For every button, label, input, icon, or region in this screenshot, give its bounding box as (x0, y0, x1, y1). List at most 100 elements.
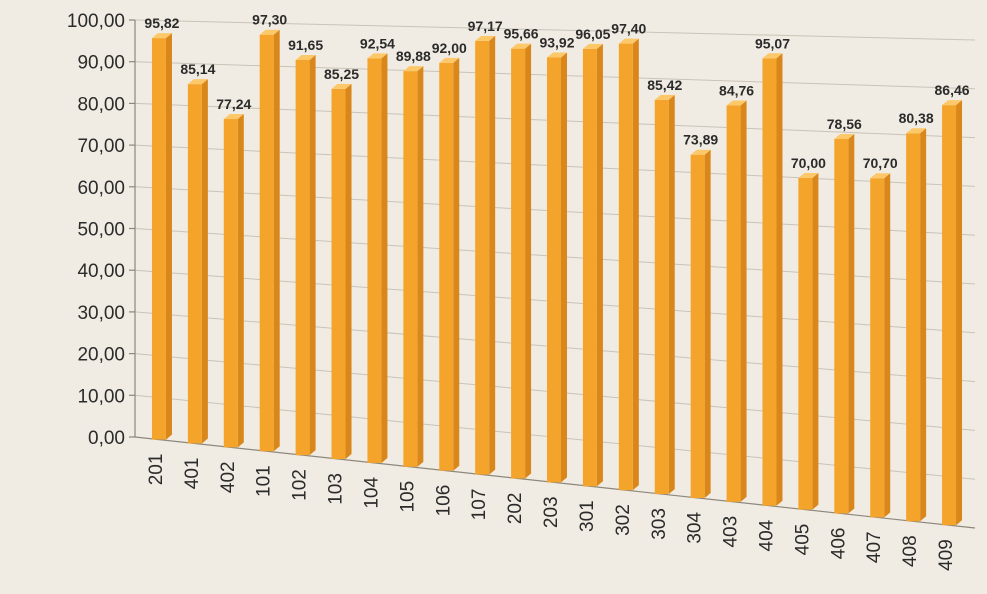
bar-front (223, 119, 238, 448)
bar-front (439, 62, 454, 471)
x-tick-label: 301 (577, 500, 598, 532)
bar-top (331, 83, 352, 89)
x-tick-label: 404 (756, 519, 777, 551)
bar-side (704, 149, 711, 498)
bar (187, 79, 208, 444)
y-tick-label: 60,00 (77, 178, 125, 199)
bar-side (237, 114, 244, 448)
bar-top (547, 52, 567, 58)
y-tick-label: 20,00 (77, 345, 125, 366)
gridline (134, 19, 976, 41)
data-label: 80,38 (899, 110, 934, 126)
bar-front (295, 59, 310, 456)
data-label: 70,00 (791, 155, 826, 171)
data-label: 97,30 (252, 12, 287, 28)
data-label: 73,89 (683, 132, 718, 148)
bar (367, 53, 388, 463)
bar-front (942, 105, 957, 526)
data-label: 92,54 (360, 35, 395, 51)
x-tick-label: 105 (397, 481, 418, 513)
data-label: 93,92 (539, 34, 574, 50)
bar-side (273, 29, 280, 452)
bar-front (367, 58, 382, 463)
bar-front (151, 38, 166, 440)
data-label: 92,00 (432, 40, 467, 56)
y-axis-labels: 0,00 10,00 20,00 30,00 40,00 50,00 60,00 70,00 8… (67, 11, 125, 449)
data-label: 85,25 (324, 66, 359, 82)
bar (798, 173, 819, 510)
bar-side (596, 43, 603, 487)
bar-side (884, 173, 891, 518)
bar-top (439, 57, 460, 63)
x-tick-label: 103 (326, 473, 347, 505)
data-label: 78,56 (827, 116, 862, 132)
bar-side (920, 128, 927, 522)
bar-side (740, 100, 747, 502)
bar (403, 66, 424, 467)
bar-side (417, 66, 424, 467)
bar (223, 114, 244, 448)
y-tick-label: 10,00 (77, 386, 125, 407)
data-label: 95,07 (755, 35, 790, 51)
bar-top (834, 134, 855, 140)
y-tick-label: 50,00 (77, 220, 125, 241)
bar-side (489, 35, 496, 475)
y-tick-label: 40,00 (77, 261, 125, 282)
bar (654, 94, 675, 495)
y-tick-label: 70,00 (77, 136, 125, 157)
bar-front (690, 154, 705, 498)
bar-top (906, 128, 927, 134)
x-tick-label: 405 (792, 524, 813, 556)
bar-front (403, 71, 418, 467)
x-axis-labels: 201 401 402 101 102 103 104 105 106 107 202 203 301 3… (146, 454, 957, 571)
bar (259, 29, 280, 452)
x-tick-label: 403 (721, 516, 742, 548)
data-label: 97,40 (611, 21, 646, 37)
data-labels-layer: 95,82 85,14 77,24 97,3091,6585,2592,5489,88… (144, 12, 969, 172)
data-label: 96,05 (575, 26, 610, 42)
bar-top (582, 43, 603, 49)
data-label: 85,42 (647, 77, 682, 93)
bar-front (798, 178, 813, 510)
y-tick-label: 90,00 (77, 53, 125, 74)
x-tick-label: 104 (361, 477, 382, 509)
y-tick-label: 100,00 (67, 11, 125, 32)
x-tick-label: 304 (685, 512, 706, 544)
bar-front (870, 178, 885, 518)
bar (618, 38, 639, 491)
x-tick-label: 107 (469, 489, 490, 521)
bar (726, 100, 747, 502)
bar-side (812, 173, 819, 510)
bar-front (547, 57, 561, 483)
bar (942, 100, 963, 526)
bar-top (511, 43, 532, 49)
bar-side (561, 52, 567, 483)
bar-front (259, 34, 274, 452)
bar-front (726, 105, 741, 502)
bar-side (632, 38, 639, 491)
bar (906, 128, 927, 522)
bar-front (762, 58, 777, 506)
x-tick-label: 406 (828, 528, 849, 560)
x-tick-label: 407 (864, 531, 885, 563)
bar (475, 35, 496, 475)
bar-top (151, 33, 172, 39)
data-label: 77,24 (216, 96, 251, 112)
x-tick-label: 401 (182, 457, 203, 489)
data-label: 84,76 (719, 83, 754, 99)
bar-side (668, 94, 675, 495)
x-tick-label: 102 (290, 469, 311, 501)
bar-side (345, 83, 352, 460)
x-tick-label: 101 (254, 465, 275, 497)
bar-side (525, 43, 532, 479)
bar (690, 149, 711, 498)
data-label: 91,65 (288, 37, 323, 53)
bar-top (223, 114, 244, 120)
bar-front (331, 88, 346, 460)
bar-front (511, 48, 526, 479)
bar-top (618, 38, 639, 44)
bar-top (259, 29, 280, 35)
bar-front (654, 99, 669, 495)
data-label: 95,66 (504, 26, 539, 42)
y-tick-label: 80,00 (77, 94, 125, 115)
